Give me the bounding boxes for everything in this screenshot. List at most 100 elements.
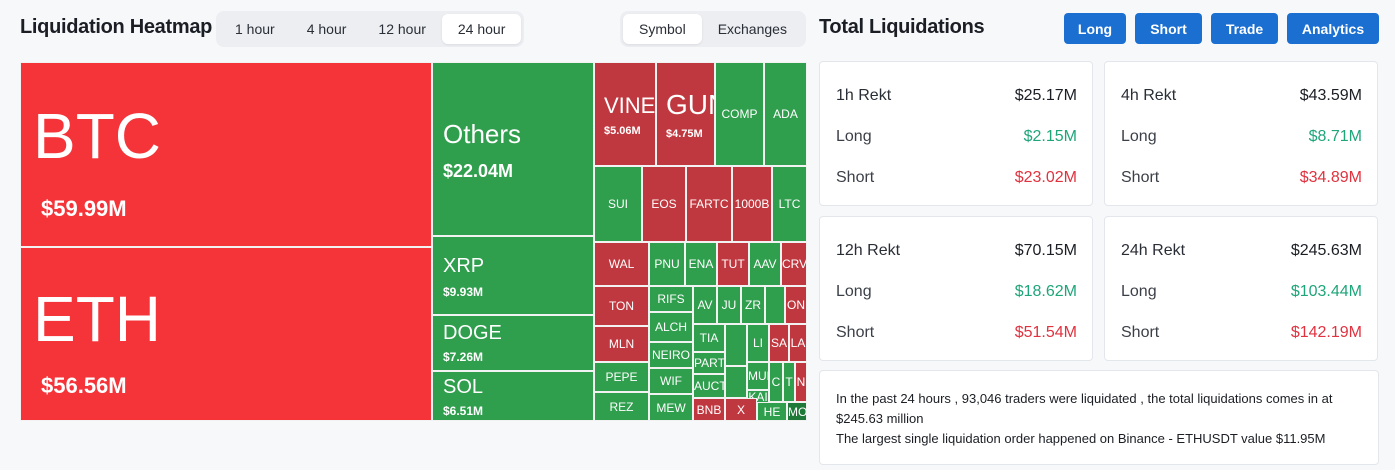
tile-value: $9.93M <box>443 285 484 299</box>
card-total: $70.15M <box>1014 242 1077 259</box>
tile-sand[interactable]: SA <box>769 324 789 362</box>
tile-ondo[interactable]: ON <box>785 286 807 324</box>
tab-24-hour[interactable]: 24 hour <box>441 14 522 44</box>
tile-blank-2[interactable] <box>725 324 747 366</box>
summary-line-1: In the past 24 hours , 93,046 traders we… <box>836 391 1333 426</box>
tile-eth[interactable]: ETH $56.56M <box>20 247 432 421</box>
tile-link[interactable]: LI <box>747 324 769 362</box>
tile-crv[interactable]: CRV <box>781 242 807 286</box>
long-label: Long <box>836 283 872 300</box>
tile-ton[interactable]: TON <box>594 286 649 326</box>
tile-neiro[interactable]: NEIRO <box>649 342 693 368</box>
tile-doge[interactable]: DOGE $7.26M <box>432 315 594 371</box>
tile-symbol: PEPE <box>605 370 638 384</box>
total-liquidations-title: Total Liquidations <box>819 16 985 38</box>
tile-eos[interactable]: EOS <box>642 166 686 242</box>
tile-mew[interactable]: MEW <box>649 394 693 421</box>
tile-symbol: SUI <box>607 197 628 211</box>
tile-ada[interactable]: ADA <box>764 62 807 166</box>
tab-exchanges[interactable]: Exchanges <box>717 21 787 37</box>
tile-symbol: CRV <box>782 257 807 271</box>
summary-line-2: The largest single liquidation order hap… <box>836 431 1326 446</box>
tile-parti[interactable]: PART <box>693 352 725 374</box>
tile-gun[interactable]: GUN $4.75M <box>656 62 715 166</box>
tile-comp[interactable]: COMP <box>715 62 764 166</box>
tile-rifsol[interactable]: RIFS <box>649 286 693 312</box>
tile-1000bonk[interactable]: 1000B <box>732 166 772 242</box>
tile-wif[interactable]: MUBA <box>747 362 769 390</box>
tile-value: $56.56M <box>41 373 127 398</box>
liquidation-treemap: BTC $59.99M ETH $56.56M Others $22.04M X… <box>20 62 807 421</box>
card-total: $245.63M <box>1290 242 1362 259</box>
tile-sui[interactable]: SUI <box>594 166 642 242</box>
card-12h: 12h Rekt $70.15M Long $18.62M Short $51.54M <box>819 216 1093 361</box>
tile-sol[interactable]: SOL $6.51M <box>432 371 594 421</box>
tile-mln[interactable]: MLN <box>594 326 649 362</box>
tab-4-hour[interactable]: 4 hour <box>306 21 347 37</box>
tile-fartcoin[interactable]: FARTC <box>686 166 732 242</box>
tile-alch[interactable]: ALCH <box>649 312 693 342</box>
tile-symbol: WAL <box>608 257 635 271</box>
card-period: 24h Rekt <box>1121 242 1186 259</box>
tile-c[interactable]: C <box>769 362 783 402</box>
short-value: $51.54M <box>1014 324 1077 341</box>
tile-ena[interactable]: ENA <box>685 242 717 286</box>
tab-symbol[interactable]: Symbol <box>623 14 702 44</box>
tile-zro[interactable]: ZR <box>741 286 765 324</box>
tab-1-hour[interactable]: 1 hour <box>235 21 275 37</box>
tile-symbol: X <box>736 402 745 417</box>
tile-pepe[interactable]: PEPE <box>594 362 649 392</box>
tile-symbol: MUBA <box>748 369 768 383</box>
tile-symbol: AV <box>697 298 713 312</box>
card-total: $43.59M <box>1299 87 1362 104</box>
tile-value: $7.26M <box>443 350 484 364</box>
card-1h: 1h Rekt $25.17M Long $2.15M Short $23.02M <box>819 61 1093 206</box>
tile-rez[interactable]: REZ <box>594 392 649 421</box>
tile-symbol: FARTC <box>689 197 729 211</box>
tile-bnb[interactable]: BNB <box>693 398 725 421</box>
tile-aave[interactable]: AAV <box>749 242 781 286</box>
tile-move[interactable]: MO <box>787 402 807 421</box>
tile-btc[interactable]: BTC $59.99M <box>20 62 432 247</box>
long-button[interactable]: Long <box>1064 13 1126 44</box>
trade-button[interactable]: Trade <box>1211 13 1278 44</box>
tile-tut[interactable]: TUT <box>717 242 749 286</box>
tile-x[interactable]: X <box>725 398 757 421</box>
tile-symbol: LTC <box>778 197 801 211</box>
tile-n[interactable]: N <box>795 362 807 402</box>
tile-layer[interactable]: LA <box>789 324 807 362</box>
tile-tia[interactable]: TIA <box>693 324 725 352</box>
tile-auction[interactable]: AUCT <box>693 374 725 398</box>
tile-symbol: SA <box>770 336 787 350</box>
tile-symbol: ZR <box>745 298 761 312</box>
tab-12-hour[interactable]: 12 hour <box>378 21 426 37</box>
tile-blank-1[interactable] <box>765 286 785 324</box>
tile-hei[interactable]: HE <box>757 402 787 421</box>
tile-value: $4.75M <box>666 128 703 140</box>
tile-symbol: XRP <box>443 255 485 277</box>
tile-value: $59.99M <box>41 196 127 221</box>
tile-wal[interactable]: WAL <box>594 242 649 286</box>
tile-pnut[interactable]: PNU <box>649 242 685 286</box>
tile-mubarak[interactable]: WIF <box>649 368 693 394</box>
tile-blank-3[interactable] <box>725 366 747 398</box>
short-button[interactable]: Short <box>1135 13 1202 44</box>
tile-ltc[interactable]: LTC <box>772 166 807 242</box>
tile-value: $6.51M <box>443 404 484 418</box>
short-value: $142.19M <box>1290 324 1362 341</box>
card-24h: 24h Rekt $245.63M Long $103.44M Short $142.… <box>1104 216 1378 361</box>
tile-avax[interactable]: AV <box>693 286 717 324</box>
tile-xrp[interactable]: XRP $9.93M <box>432 236 594 315</box>
tile-jup[interactable]: JU <box>717 286 741 324</box>
tile-symbol: T <box>785 375 793 389</box>
tile-symbol: MEW <box>656 400 686 415</box>
tile-symbol: BTC <box>33 100 161 172</box>
tile-others[interactable]: Others $22.04M <box>432 62 594 236</box>
tile-symbol: WIF <box>660 374 682 388</box>
tile-symbol: TON <box>608 299 635 313</box>
tile-symbol: AAV <box>753 257 777 271</box>
tile-vine[interactable]: VINE $5.06M <box>594 62 656 166</box>
short-value: $34.89M <box>1299 169 1362 186</box>
analytics-button[interactable]: Analytics <box>1287 13 1379 44</box>
tile-t[interactable]: T <box>783 362 795 402</box>
